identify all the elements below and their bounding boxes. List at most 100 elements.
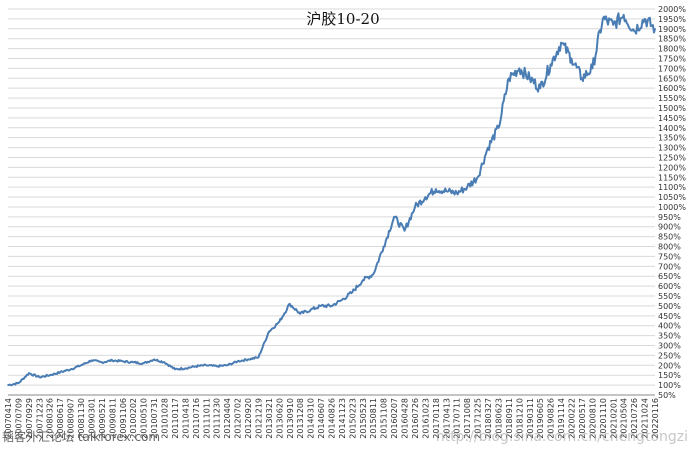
data-point: [268, 330, 270, 333]
y-tick-label: 750%: [658, 252, 681, 261]
y-tick-label: 1350%: [658, 134, 686, 143]
y-tick-label: 1250%: [658, 153, 686, 162]
x-tick-label: 20130321: [265, 398, 274, 439]
data-point: [247, 358, 249, 361]
x-tick-label: 20110418: [181, 398, 190, 439]
x-tick-label: 20160726: [411, 398, 420, 439]
y-tick-label: 50%: [658, 391, 676, 400]
x-tick-label: 20171008: [463, 398, 472, 439]
data-point: [142, 362, 145, 365]
x-tick-label: 20090301: [87, 398, 96, 439]
y-tick-label: 1750%: [658, 54, 686, 63]
x-tick-label: 20081130: [77, 398, 86, 439]
y-tick-label: 700%: [658, 262, 681, 271]
x-tick-label: 20131208: [296, 398, 305, 439]
data-point: [466, 186, 468, 188]
x-tick-label: 20090811: [108, 398, 117, 439]
y-tick-label: 350%: [658, 332, 681, 341]
x-tick-label: 20170413: [442, 398, 451, 439]
x-tick-label: 20140310: [307, 398, 316, 439]
data-point: [69, 368, 72, 371]
data-point: [17, 382, 20, 384]
data-point: [101, 361, 103, 364]
y-tick-label: 400%: [658, 322, 681, 331]
y-tick-label: 1050%: [658, 193, 686, 202]
y-tick-label: 1450%: [658, 114, 686, 123]
x-tick-label: 20190311: [526, 398, 535, 439]
data-point: [539, 87, 542, 89]
data-point: [622, 14, 625, 16]
x-tick-label: 20091106: [119, 398, 128, 439]
y-tick-label: 1400%: [658, 124, 686, 133]
x-tick-label: 20171225: [474, 398, 483, 439]
x-tick-label: 20200517: [578, 398, 587, 439]
y-tick-label: 1500%: [658, 104, 686, 113]
x-tick-label: 20181210: [515, 398, 524, 439]
x-tick-label: 20190826: [547, 398, 556, 439]
y-tick-label: 2000%: [658, 5, 686, 14]
x-tick-label: 20200810: [588, 398, 597, 439]
x-tick-label: 20140826: [328, 398, 337, 439]
x-tick-label: 20100731: [150, 398, 159, 439]
data-point: [257, 356, 260, 359]
y-tick-label: 150%: [658, 371, 681, 380]
y-tick-label: 1600%: [658, 84, 686, 93]
data-point: [497, 126, 500, 129]
y-tick-label: 550%: [658, 292, 681, 301]
data-point: [195, 365, 197, 368]
x-tick-label: 20191114: [557, 398, 566, 439]
data-point: [174, 368, 176, 371]
data-point: [445, 190, 448, 192]
data-point: [424, 196, 427, 198]
data-point: [226, 364, 228, 367]
x-tick-label: 20180911: [505, 398, 514, 439]
data-point: [372, 273, 375, 276]
x-tick-label: 20170118: [432, 398, 441, 439]
x-tick-label: 20160207: [390, 398, 399, 439]
x-tick-label: 20151108: [380, 398, 389, 439]
x-tick-label: 20210201: [609, 398, 618, 439]
x-tick-label: 20110716: [192, 398, 201, 439]
x-tick-label: 20150811: [369, 398, 378, 439]
data-point: [215, 365, 218, 368]
data-point: [654, 27, 656, 30]
x-tick-label: 20070414: [4, 398, 13, 439]
y-tick-label: 800%: [658, 243, 681, 252]
x-tick-label: 20160428: [401, 398, 410, 439]
x-tick-label: 20140607: [317, 398, 326, 439]
x-tick-label: 20090521: [98, 398, 107, 439]
x-tick-label: 20070929: [25, 398, 34, 439]
data-point: [90, 359, 93, 362]
y-tick-label: 450%: [658, 312, 681, 321]
data-point: [508, 77, 510, 80]
data-point: [7, 384, 9, 386]
x-tick-label: 20111011: [202, 398, 211, 439]
y-tick-label: 250%: [658, 351, 681, 360]
x-tick-label: 20120920: [244, 398, 253, 439]
y-tick-label: 1300%: [658, 144, 686, 153]
x-tick-label: 20220116: [651, 398, 660, 439]
y-tick-label: 1850%: [658, 35, 686, 44]
y-tick-label: 1900%: [658, 25, 686, 34]
y-tick-label: 1650%: [658, 74, 686, 83]
x-tick-label: 20190605: [536, 398, 545, 439]
data-point: [518, 67, 521, 70]
data-point: [382, 245, 385, 248]
data-point: [570, 57, 573, 60]
data-point: [403, 229, 406, 232]
data-point: [435, 188, 437, 190]
y-tick-label: 1200%: [658, 163, 686, 172]
data-point: [549, 63, 552, 66]
data-point: [414, 206, 416, 208]
data-point: [111, 359, 114, 362]
series-group: [7, 12, 656, 387]
grid-lines: [8, 8, 655, 396]
data-point: [602, 18, 604, 20]
y-tick-label: 1950%: [658, 15, 686, 24]
watermark-bottom-left: 韬客外汇论坛 talkforex.com: [2, 429, 160, 444]
x-tick-label: 20110117: [171, 398, 180, 439]
y-tick-label: 500%: [658, 302, 681, 311]
y-tick-label: 900%: [658, 223, 681, 232]
data-point: [28, 372, 30, 375]
